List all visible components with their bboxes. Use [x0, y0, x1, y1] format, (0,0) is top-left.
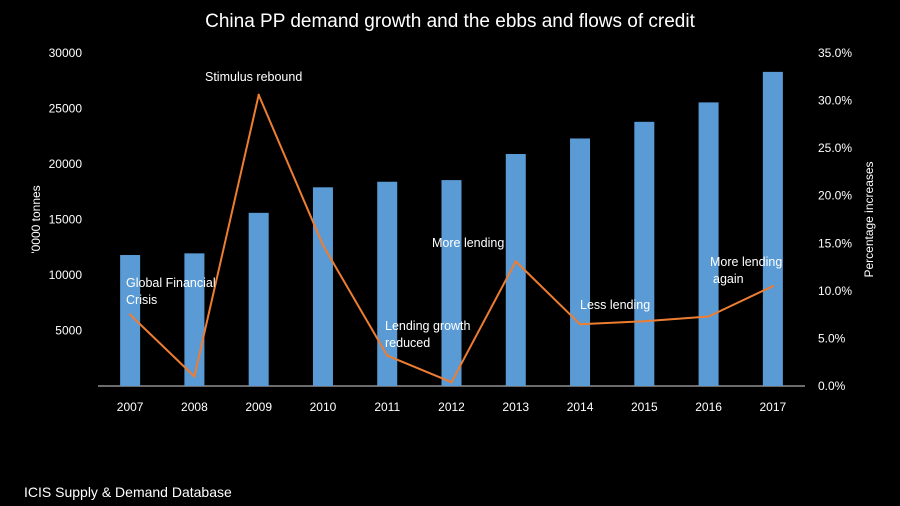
- y2-tick-label: 10.0%: [818, 284, 852, 298]
- y-tick-label: 25000: [49, 102, 83, 116]
- annotation-line: Less lending: [580, 298, 650, 312]
- line-point: [707, 315, 710, 318]
- bar-series: [120, 71, 783, 387]
- bar: [698, 102, 719, 387]
- line-point: [771, 284, 775, 288]
- y-tick-label: 5000: [55, 324, 82, 338]
- line-point: [257, 93, 260, 97]
- bar: [570, 138, 591, 386]
- annotation: Less lending: [580, 298, 650, 312]
- y2-tick-label: 5.0%: [818, 331, 846, 345]
- x-tick-label: 2013: [502, 400, 529, 414]
- line-point: [128, 313, 132, 316]
- y-tick-label: 10000: [49, 268, 83, 282]
- y2-tick-label: 35.0%: [818, 46, 852, 60]
- bar: [377, 181, 398, 386]
- y2-axis-title: Percentage increases: [862, 161, 876, 277]
- annotations: Global Financial Crisis Stimulus rebound Le…: [126, 70, 782, 350]
- line-point: [514, 260, 517, 263]
- axes: 5000 10000 15000 20000 25000 30000 0.0% 5.0% 10.…: [29, 46, 876, 414]
- x-tick-label: 2017: [760, 400, 787, 414]
- line-point: [321, 243, 325, 247]
- x-tick-label: 2007: [117, 400, 144, 414]
- x-tick-label: 2008: [181, 400, 208, 414]
- line-point: [643, 320, 646, 323]
- bar: [634, 121, 655, 386]
- annotation: Lending growth reduced: [385, 319, 471, 350]
- bar: [441, 180, 462, 386]
- y-axis-title: '0000 tonnes: [29, 185, 43, 253]
- y-tick-label: 30000: [49, 46, 83, 60]
- y2-tick-label: 20.0%: [818, 189, 852, 203]
- x-tick-label: 2010: [310, 400, 337, 414]
- y2-tick-label: 25.0%: [818, 141, 852, 155]
- annotation-line: Global Financial: [126, 276, 216, 290]
- line-point: [450, 380, 453, 384]
- x-tick-label: 2009: [245, 400, 272, 414]
- bar: [505, 154, 526, 386]
- annotation-line: Lending growth: [385, 319, 471, 333]
- x-tick-label: 2015: [631, 400, 658, 414]
- annotation-line: Stimulus rebound: [205, 70, 302, 84]
- annotation: Stimulus rebound: [205, 70, 302, 84]
- line-point: [578, 322, 582, 326]
- bar: [312, 187, 333, 386]
- x-tick-label: 2011: [374, 400, 400, 414]
- line-series: [128, 93, 775, 384]
- annotation-line: More lending: [710, 255, 782, 269]
- annotation-line: reduced: [385, 336, 430, 350]
- annotation: More lending: [432, 236, 504, 250]
- bar: [120, 255, 141, 386]
- bar: [248, 212, 269, 386]
- bar: [762, 71, 783, 387]
- chart-title: China PP demand growth and the ebbs and …: [205, 11, 695, 32]
- x-tick-label: 2012: [438, 400, 465, 414]
- bar: [184, 253, 205, 386]
- x-tick-label: 2014: [567, 400, 594, 414]
- annotation-line: Crisis: [126, 293, 157, 307]
- y2-tick-label: 0.0%: [818, 379, 846, 393]
- annotation-line: again: [713, 272, 744, 286]
- line-point: [386, 354, 389, 357]
- source-note: ICIS Supply & Demand Database: [24, 484, 232, 500]
- y-tick-label: 20000: [49, 157, 83, 171]
- y2-tick-label: 30.0%: [818, 94, 852, 108]
- y-tick-label: 15000: [49, 213, 83, 227]
- y2-tick-label: 15.0%: [818, 236, 852, 250]
- x-tick-label: 2016: [695, 400, 722, 414]
- line-point: [193, 375, 196, 378]
- annotation-line: More lending: [432, 236, 504, 250]
- annotation: More lending again: [710, 255, 782, 286]
- annotation: Global Financial Crisis: [126, 276, 216, 307]
